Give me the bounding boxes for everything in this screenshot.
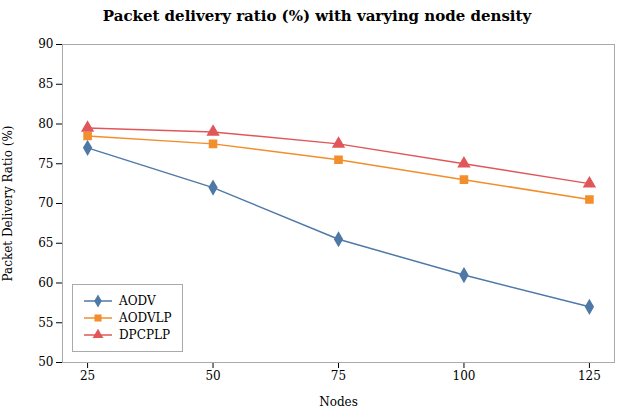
svg-text:80: 80 [38, 117, 53, 131]
svg-text:55: 55 [38, 316, 53, 330]
svg-text:70: 70 [38, 196, 53, 210]
svg-text:75: 75 [38, 157, 53, 171]
html-text:Packet delivery ratio (%) with: Packet delivery ratio (%) with varying n… [102, 7, 532, 25]
html-text:DPCPLP: DPCPLP [119, 328, 170, 342]
svg-text:Nodes: Nodes [319, 395, 358, 409]
svg-text:100: 100 [453, 369, 476, 383]
html-text:AODV: AODV [119, 294, 156, 308]
svg-text:75: 75 [331, 369, 346, 383]
svg-text:Packet Delivery Ratio (%): Packet Delivery Ratio (%) [1, 126, 15, 282]
svg-text:125: 125 [578, 369, 601, 383]
svg-text:50: 50 [205, 369, 220, 383]
svg-text:50: 50 [38, 355, 53, 369]
html-text:AODVLP: AODVLP [119, 311, 172, 325]
svg-text:25: 25 [80, 369, 95, 383]
svg-text:90: 90 [38, 37, 53, 51]
svg-text:60: 60 [38, 276, 53, 290]
svg-text:85: 85 [38, 77, 53, 91]
svg-text:65: 65 [38, 236, 53, 250]
